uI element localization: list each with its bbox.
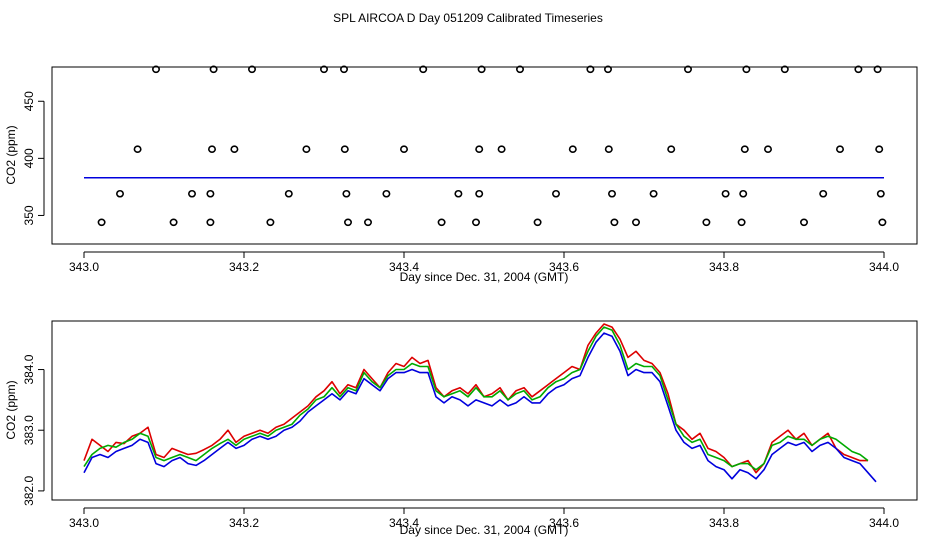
reference-point: [683, 65, 692, 74]
reference-point: [873, 65, 882, 74]
reference-point: [533, 218, 542, 227]
x-tick-label: 344.0: [869, 260, 899, 274]
reference-point: [586, 65, 595, 74]
series-line-green: [83, 326, 869, 471]
reference-point: [568, 145, 577, 154]
reference-point: [515, 65, 524, 74]
reference-point: [302, 145, 311, 154]
reference-point: [607, 189, 616, 198]
reference-point: [667, 145, 676, 154]
reference-point: [603, 65, 612, 74]
x-tick-label: 343.6: [549, 516, 579, 530]
x-axis-bottom: 343.0 343.2 343.4 343.6 343.8 344.0: [69, 507, 899, 530]
x-tick-label: 343.4: [389, 260, 419, 274]
reference-point: [878, 218, 887, 227]
reference-point: [475, 189, 484, 198]
y-tick-label: 450: [22, 91, 36, 111]
reference-point: [230, 145, 239, 154]
reference-point: [876, 189, 885, 198]
reference-point: [209, 65, 218, 74]
reference-point: [475, 145, 484, 154]
reference-point: [875, 145, 884, 154]
reference-point: [835, 145, 844, 154]
panel-bottom: 343.0 343.2 343.4 343.6 343.8 344.0 382.0 383.…: [4, 320, 918, 537]
reference-point: [206, 189, 215, 198]
x-tick-label: 343.4: [389, 516, 419, 530]
reference-point: [152, 65, 161, 74]
x-axis-label-bottom: Day since Dec. 31, 2004 (GMT): [400, 523, 569, 537]
x-tick-label: 343.6: [549, 260, 579, 274]
y-axis-label-top: CO2 (ppm): [4, 125, 18, 184]
x-tick-label: 343.8: [709, 516, 739, 530]
reference-point: [248, 65, 257, 74]
x-tick-label: 344.0: [869, 516, 899, 530]
reference-point: [799, 218, 808, 227]
y-axis-top: 350 400 450: [22, 91, 45, 225]
reference-point: [854, 65, 863, 74]
y-tick-label: 400: [22, 148, 36, 168]
reference-point: [437, 218, 446, 227]
reference-point: [551, 189, 560, 198]
reference-point: [340, 145, 349, 154]
x-tick-label: 343.8: [709, 260, 739, 274]
y-tick-label: 350: [22, 205, 36, 225]
reference-point: [188, 189, 197, 198]
y-tick-label: 382.0: [22, 476, 36, 506]
reference-point: [343, 218, 352, 227]
reference-point: [739, 189, 748, 198]
reference-point: [649, 189, 658, 198]
reference-point: [702, 218, 711, 227]
y-axis-bottom: 382.0 383.0 384.0: [22, 354, 45, 506]
reference-point: [819, 189, 828, 198]
reference-point: [604, 145, 613, 154]
reference-point: [737, 218, 746, 227]
reference-point: [266, 218, 275, 227]
x-axis-top: 343.0 343.2 343.4 343.6 343.8 344.0: [69, 251, 899, 274]
reference-point: [382, 189, 391, 198]
reference-point: [721, 189, 730, 198]
series-line-blue: [83, 332, 877, 483]
reference-point: [169, 218, 178, 227]
reference-point: [631, 218, 640, 227]
reference-point: [763, 145, 772, 154]
reference-point: [742, 65, 751, 74]
x-tick-label: 343.2: [229, 260, 259, 274]
x-axis-label-top: Day since Dec. 31, 2004 (GMT): [400, 270, 569, 284]
reference-point: [208, 145, 217, 154]
x-tick-label: 343.2: [229, 516, 259, 530]
reference-point: [740, 145, 749, 154]
reference-point: [339, 65, 348, 74]
reference-point: [454, 189, 463, 198]
reference-point: [133, 145, 142, 154]
reference-point: [342, 189, 351, 198]
reference-point: [116, 189, 125, 198]
reference-point: [419, 65, 428, 74]
reference-point: [319, 65, 328, 74]
panel-top: 343.0 343.2 343.4 343.6 343.8 344.0 350 400 450…: [4, 65, 918, 284]
reference-point: [477, 65, 486, 74]
chart-title: SPL AIRCOA D Day 051209 Calibrated Times…: [333, 11, 603, 25]
reference-point: [780, 65, 789, 74]
reference-point: [610, 218, 619, 227]
reference-point: [363, 218, 372, 227]
x-tick-label: 343.0: [69, 260, 99, 274]
y-axis-label-bottom: CO2 (ppm): [4, 380, 18, 439]
reference-point: [97, 218, 106, 227]
series-line-red: [83, 323, 868, 474]
y-tick-label: 384.0: [22, 354, 36, 384]
y-tick-label: 383.0: [22, 415, 36, 445]
reference-point: [206, 218, 215, 227]
reference-point: [399, 145, 408, 154]
reference-point: [471, 218, 480, 227]
series-group-bottom: [83, 323, 877, 483]
plot-frame-top: [51, 66, 918, 245]
reference-point: [284, 189, 293, 198]
reference-point: [497, 145, 506, 154]
plot-frame-bottom: [51, 320, 918, 501]
reference-points: [97, 65, 887, 227]
x-tick-label: 343.0: [69, 516, 99, 530]
